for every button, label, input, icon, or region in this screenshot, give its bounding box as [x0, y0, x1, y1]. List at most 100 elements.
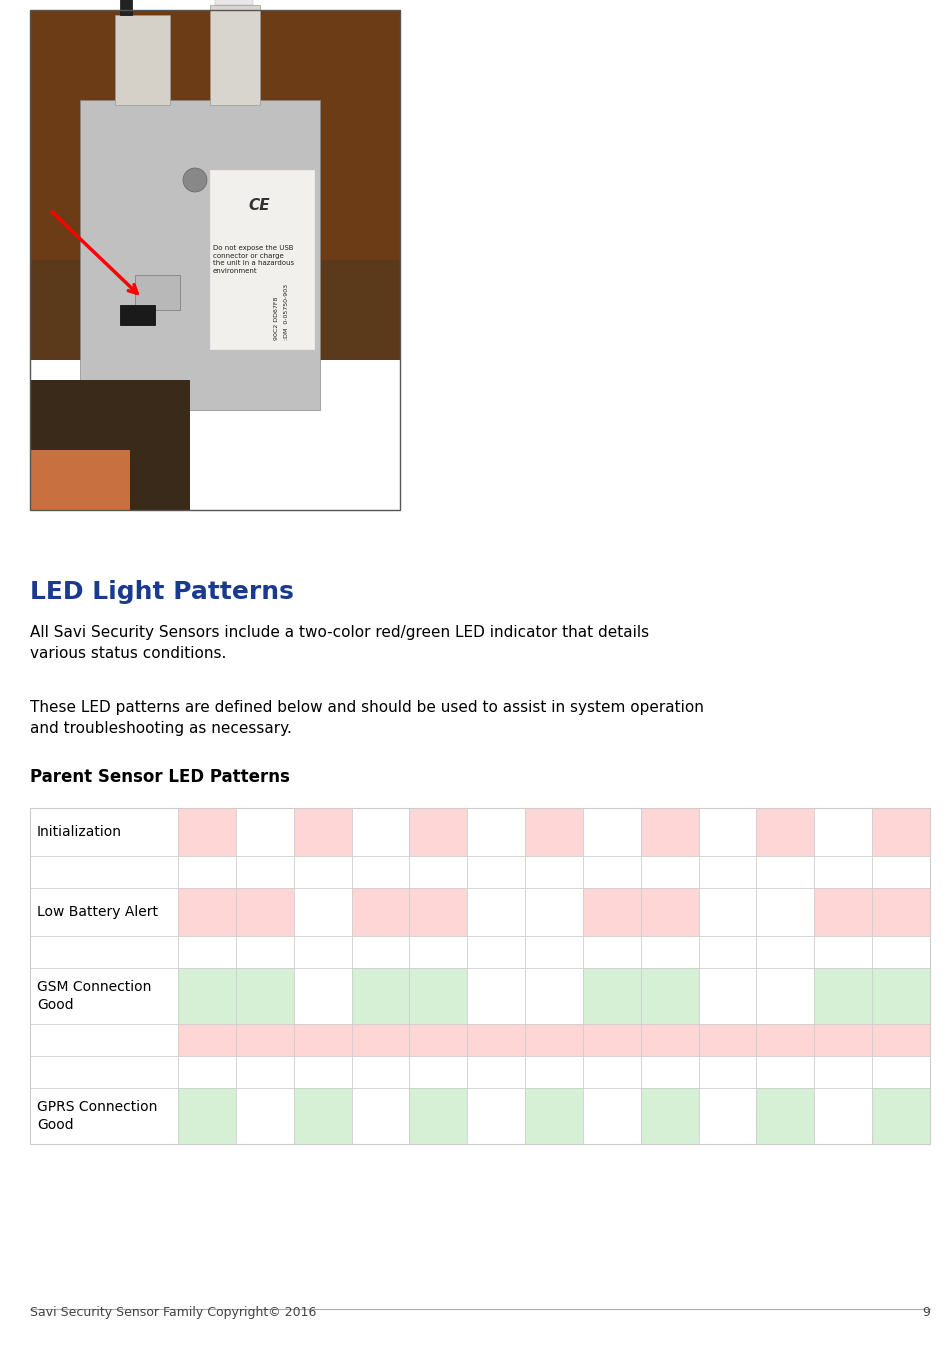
Bar [30, 936, 178, 968]
Bar [641, 936, 699, 968]
Bar [215, 0, 253, 5]
Bar [583, 856, 641, 887]
Bar [525, 1056, 583, 1087]
Bar [178, 856, 236, 887]
Bar [814, 1023, 872, 1056]
Bar [30, 10, 400, 361]
Bar [699, 856, 757, 887]
Bar [525, 887, 583, 936]
Bar [409, 936, 467, 968]
Bar [467, 808, 525, 856]
Bar [583, 1023, 641, 1056]
Bar [525, 1087, 583, 1145]
Bar [30, 10, 400, 510]
Bar [814, 887, 872, 936]
Bar [467, 856, 525, 887]
Bar [814, 856, 872, 887]
Bar [583, 887, 641, 936]
Text: GSM Connection
Good: GSM Connection Good [37, 980, 152, 1011]
Bar [409, 1056, 467, 1087]
Bar [120, 305, 155, 325]
Bar [525, 808, 583, 856]
Bar [757, 887, 814, 936]
Bar [699, 1023, 757, 1056]
Bar [872, 936, 930, 968]
Bar [30, 450, 130, 510]
Bar [699, 936, 757, 968]
Bar [872, 887, 930, 936]
Bar [872, 1087, 930, 1145]
Text: Savi Security Sensor Family Copyright© 2016: Savi Security Sensor Family Copyright© 2… [30, 1307, 316, 1319]
Bar [757, 808, 814, 856]
Bar [351, 968, 409, 1023]
Bar [178, 808, 236, 856]
Bar [641, 856, 699, 887]
Bar [115, 15, 170, 105]
Bar [583, 808, 641, 856]
Bar [351, 936, 409, 968]
Bar [583, 936, 641, 968]
Bar [294, 1056, 351, 1087]
Bar [699, 1056, 757, 1087]
Bar [467, 1087, 525, 1145]
Bar [525, 968, 583, 1023]
Bar [641, 1023, 699, 1056]
Bar [699, 1087, 757, 1145]
Bar [351, 887, 409, 936]
Text: Low Battery Alert: Low Battery Alert [37, 905, 158, 919]
Bar [236, 1087, 294, 1145]
Circle shape [183, 167, 207, 192]
Bar [757, 856, 814, 887]
Bar [30, 856, 178, 887]
Bar [757, 1023, 814, 1056]
Bar [351, 1056, 409, 1087]
Bar [236, 1023, 294, 1056]
Bar [583, 1087, 641, 1145]
Bar [872, 968, 930, 1023]
Bar [135, 275, 180, 310]
Bar [210, 5, 260, 105]
Bar [30, 1023, 178, 1056]
Bar [236, 808, 294, 856]
Bar [467, 1056, 525, 1087]
Bar [814, 808, 872, 856]
Bar [178, 887, 236, 936]
Bar [351, 856, 409, 887]
Bar [30, 808, 178, 856]
Bar [409, 1087, 467, 1145]
Bar [641, 1056, 699, 1087]
Bar [872, 1056, 930, 1087]
Bar [814, 1087, 872, 1145]
Bar [178, 936, 236, 968]
Bar [294, 856, 351, 887]
Bar [467, 1023, 525, 1056]
Text: :DM  0-05750-903: :DM 0-05750-903 [284, 284, 290, 340]
Text: GPRS Connection
Good: GPRS Connection Good [37, 1100, 157, 1131]
Text: Parent Sensor LED Patterns: Parent Sensor LED Patterns [30, 768, 290, 787]
Bar [236, 936, 294, 968]
Text: These LED patterns are defined below and should be used to assist in system oper: These LED patterns are defined below and… [30, 700, 704, 736]
Bar [872, 856, 930, 887]
Bar [641, 887, 699, 936]
Bar [583, 968, 641, 1023]
Bar [30, 1056, 178, 1087]
Bar [210, 170, 315, 350]
Text: Initialization: Initialization [37, 825, 122, 838]
Bar [30, 1087, 178, 1145]
Bar [583, 1056, 641, 1087]
Bar [294, 1087, 351, 1145]
Bar [30, 887, 178, 936]
Bar [409, 856, 467, 887]
Bar [757, 1087, 814, 1145]
Bar [814, 968, 872, 1023]
Bar [699, 808, 757, 856]
Bar [467, 936, 525, 968]
Text: LED Light Patterns: LED Light Patterns [30, 580, 294, 604]
Bar [757, 1056, 814, 1087]
Bar [236, 968, 294, 1023]
Bar [409, 887, 467, 936]
Bar [641, 968, 699, 1023]
Bar [294, 887, 351, 936]
Bar [409, 1023, 467, 1056]
Bar [30, 380, 190, 510]
